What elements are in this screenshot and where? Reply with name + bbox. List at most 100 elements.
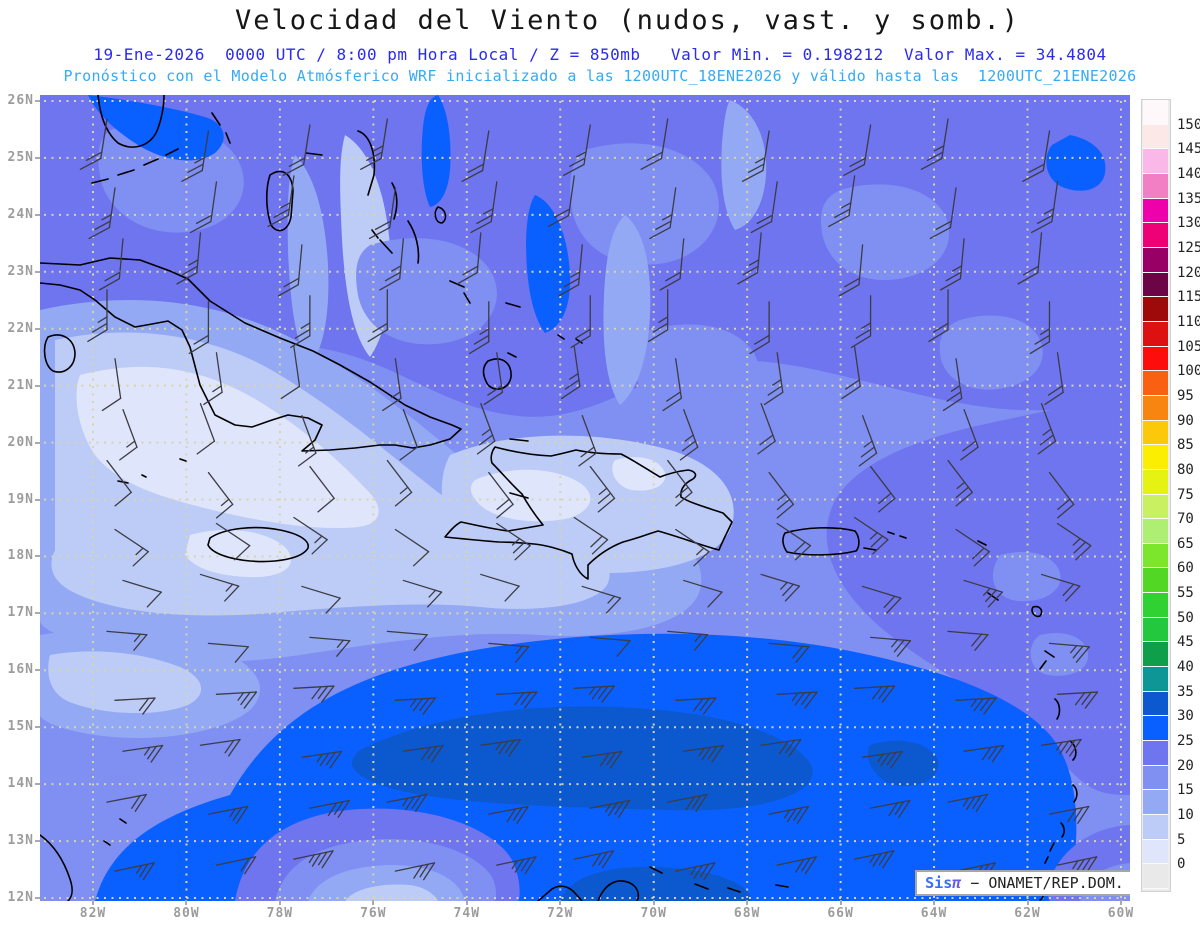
wind-barb [87, 289, 108, 343]
wind-barb [547, 175, 575, 228]
wind-barb [955, 697, 997, 715]
lat-tick-label: 12N [7, 890, 34, 906]
wind-barb [461, 130, 490, 182]
lat-tick-label: 14N [7, 776, 34, 792]
wind-barb [298, 414, 317, 467]
colorbar-tick-label: 40 [1177, 659, 1194, 676]
wind-barb [207, 805, 249, 824]
lat-tick-label: 23N [7, 263, 34, 279]
wind-barb [382, 358, 402, 412]
wind-barb [675, 862, 716, 881]
wind-barb [963, 579, 1003, 608]
wind-barb [122, 579, 162, 608]
wind-barb [581, 585, 622, 614]
coast-puerto-rico [782, 527, 907, 556]
map-canvas: Sisπ − ONAMET/REP.DOM. [40, 95, 1130, 901]
coast-jamaica [207, 526, 309, 563]
watermark-pi-icon: π [952, 874, 962, 892]
wind-barb [309, 465, 335, 513]
colorbar-segment [1143, 371, 1168, 396]
colorbar-segment [1143, 100, 1168, 125]
colorbar-segment [1143, 149, 1168, 174]
wind-barb [659, 238, 685, 291]
wind-barb [589, 799, 631, 818]
wind-barb [496, 856, 537, 875]
wind-barb [368, 187, 397, 240]
wind-barb [573, 516, 609, 555]
wind-barb [741, 130, 770, 182]
lat-tick-mark [35, 213, 40, 216]
wind-speed-map [40, 95, 1130, 901]
wind-barb [838, 244, 864, 297]
lon-tick-label: 72W [547, 906, 574, 921]
colorbar-segment [1143, 864, 1168, 889]
coast-hispaniola [444, 438, 733, 580]
colorbar-segment [1143, 445, 1168, 470]
wind-barb [570, 295, 591, 349]
coastlines [40, 95, 1078, 901]
wind-barb [176, 232, 202, 285]
wind-barb [947, 793, 988, 812]
colorbar-segment [1143, 247, 1168, 273]
lon-tick-label: 76W [360, 906, 387, 921]
colorbar-tick-label: 60 [1177, 560, 1194, 577]
valid-time-line: 19-Ene-2026 0000 UTC / 8:00 pm Hora Loca… [93, 45, 1107, 64]
lat-tick-label: 22N [7, 320, 34, 336]
colorbar-segment [1143, 642, 1168, 668]
colorbar-segment [1143, 543, 1168, 569]
colorbar-segment [1143, 765, 1168, 791]
lon-tick-label: 74W [453, 906, 481, 921]
colorbar-tick-label: 105 [1177, 338, 1200, 355]
colorbar-tick-label: 80 [1177, 461, 1194, 478]
wind-barb [301, 750, 343, 769]
colorbar-tick-label: 65 [1177, 535, 1194, 552]
wind-barb [853, 685, 896, 703]
wind-barb [386, 793, 428, 812]
wind-barb [760, 738, 802, 757]
colorbar-tick-label: 0 [1177, 856, 1186, 873]
colorbar-segment [1143, 593, 1168, 618]
wind-barb [114, 697, 156, 715]
wind-barb [468, 301, 490, 355]
wind-barb [470, 181, 498, 234]
wind-barb [488, 805, 529, 824]
wind-barb [1037, 402, 1057, 455]
lon-tick-mark [465, 900, 468, 905]
wind-barb [394, 862, 436, 881]
lon-tick-label: 60W [1107, 906, 1135, 921]
wind-barb [402, 579, 443, 608]
colorbar-segment [1143, 494, 1168, 520]
wind-barb [828, 175, 856, 228]
wind-barb [496, 691, 538, 709]
lon-tick-mark [92, 900, 94, 905]
wind-barb [589, 465, 616, 513]
wind-barb [947, 630, 989, 651]
lat-tick-mark [35, 270, 40, 273]
colorbar-segment [1143, 667, 1168, 692]
lon-tick-mark [746, 900, 749, 905]
wind-barb [561, 346, 581, 400]
wind-barb [119, 408, 138, 461]
wind-barb [683, 744, 724, 763]
colorbar-tick-label: 50 [1177, 609, 1194, 626]
colorbar-segment [1143, 420, 1168, 446]
wind-barb [737, 232, 762, 285]
wind-barb [1040, 738, 1082, 757]
wind-barb [1056, 522, 1092, 561]
colorbar-tick-label: 20 [1177, 757, 1194, 774]
coast-florida [97, 95, 165, 148]
lat-tick-label: 17N [7, 605, 34, 621]
lat-tick-label: 15N [7, 719, 34, 735]
wind-barb [558, 244, 583, 297]
wind-barb [483, 352, 504, 406]
coast-bahamas [265, 130, 583, 358]
wind-barb [776, 691, 818, 709]
lat-tick-mark [35, 612, 40, 615]
wind-barb [122, 744, 164, 763]
colorbar-segment [1143, 716, 1168, 742]
colorbar-tick-label: 130 [1177, 215, 1200, 232]
wind-barb [79, 118, 108, 170]
wind-barb [114, 528, 149, 567]
wind-barb [750, 181, 778, 234]
wind-barb [199, 738, 241, 757]
